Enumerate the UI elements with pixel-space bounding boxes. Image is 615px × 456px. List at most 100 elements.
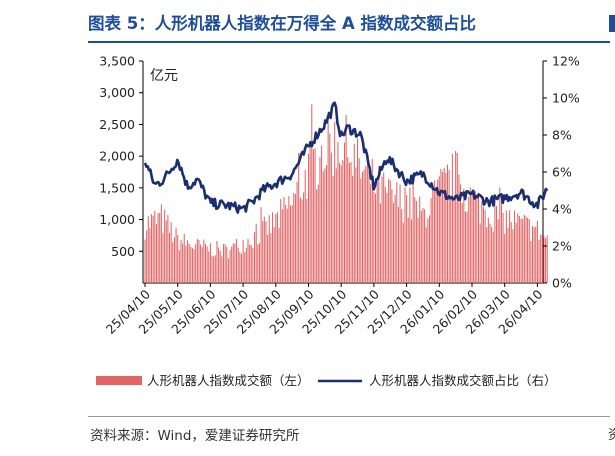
bar	[479, 223, 481, 283]
bar	[301, 199, 303, 283]
legend-bar-label: 人形机器人指数成交额（左）	[147, 373, 310, 388]
bar	[358, 158, 360, 283]
bar	[476, 194, 478, 283]
source-rule	[88, 416, 610, 417]
bar	[186, 240, 189, 283]
bar	[347, 157, 349, 283]
bar	[496, 205, 498, 283]
bar	[190, 246, 192, 283]
bar	[525, 216, 527, 283]
left-tick-label: 2,500	[99, 117, 135, 132]
bar	[435, 187, 437, 283]
bar	[406, 195, 408, 283]
bar	[250, 245, 252, 283]
bar	[289, 205, 292, 283]
bar	[198, 240, 200, 283]
bar	[464, 211, 466, 283]
bar	[468, 196, 470, 283]
bar	[460, 184, 462, 283]
right-tick-label: 4%	[552, 202, 572, 217]
bar	[335, 168, 337, 283]
bar	[165, 220, 167, 283]
right-tick-label: 8%	[552, 128, 572, 143]
chart-title: 图表 5：人形机器人指数在万得全 A 指数成交额占比	[88, 14, 476, 33]
bar	[218, 247, 220, 283]
bar	[332, 175, 334, 283]
bar	[486, 227, 488, 283]
chart: 500 1,000 1,500 2,000 2,500 3,000 3,500 0% 2% 4%…	[96, 54, 580, 388]
bar	[415, 201, 417, 283]
bar	[234, 243, 236, 283]
bar	[327, 111, 329, 283]
bar	[414, 197, 416, 283]
bar	[249, 244, 251, 283]
bar	[273, 227, 275, 283]
bar	[357, 138, 359, 283]
bar	[461, 203, 463, 283]
bar	[293, 192, 295, 283]
legend-line-label: 人形机器人指数成交额占比（右）	[369, 373, 557, 388]
bar	[360, 178, 362, 283]
bar	[375, 193, 377, 283]
bar	[453, 200, 455, 283]
bar	[442, 171, 444, 283]
bar	[466, 211, 468, 283]
bar	[533, 227, 535, 283]
bar	[484, 209, 486, 283]
bar	[200, 244, 202, 283]
bar	[402, 222, 404, 283]
bar	[527, 217, 529, 283]
bar	[502, 212, 504, 283]
bar	[389, 180, 391, 283]
bar	[239, 252, 241, 283]
left-tick-label: 3,000	[99, 85, 135, 100]
bar	[536, 220, 538, 283]
bar	[396, 182, 398, 283]
bar	[451, 153, 453, 283]
bar	[538, 239, 540, 283]
line-series	[143, 101, 549, 214]
left-tick-label: 1,500	[99, 180, 135, 195]
bar	[404, 187, 406, 283]
bar	[507, 227, 509, 283]
bar	[204, 244, 207, 283]
bar	[276, 212, 278, 283]
bar	[221, 256, 223, 283]
bar	[167, 215, 169, 283]
bar	[298, 152, 300, 283]
adjacent-chart-edge	[609, 15, 615, 32]
right-tick-label: 10%	[552, 91, 580, 106]
bar	[422, 208, 424, 283]
x-axis-ticks: 25/04/1025/05/1025/06/1025/07/1025/08/10…	[103, 283, 546, 337]
bar	[473, 196, 475, 283]
bar	[386, 192, 388, 283]
bar	[254, 231, 256, 283]
bar	[263, 216, 265, 283]
bar	[183, 233, 185, 283]
bar	[361, 171, 363, 283]
bar	[541, 234, 543, 283]
bar	[438, 176, 440, 283]
bar	[240, 253, 242, 283]
bar	[270, 233, 272, 283]
bar	[260, 207, 262, 283]
bar	[267, 234, 269, 283]
bar	[227, 258, 229, 283]
bar	[384, 186, 386, 283]
bar	[319, 157, 321, 283]
bar	[399, 184, 401, 283]
bar	[370, 184, 372, 283]
bar	[265, 221, 267, 283]
bar	[478, 192, 480, 283]
bar	[407, 217, 409, 283]
bar	[437, 179, 439, 283]
bar	[196, 238, 198, 283]
bar	[487, 217, 489, 283]
bar	[379, 203, 381, 283]
bar	[424, 209, 426, 283]
bar	[409, 187, 411, 283]
bar	[504, 233, 506, 283]
right-tick-label: 6%	[552, 165, 572, 180]
bar	[381, 176, 383, 283]
bar	[255, 223, 257, 283]
